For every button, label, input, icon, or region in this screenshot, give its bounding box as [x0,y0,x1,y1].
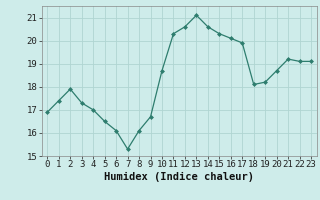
X-axis label: Humidex (Indice chaleur): Humidex (Indice chaleur) [104,172,254,182]
